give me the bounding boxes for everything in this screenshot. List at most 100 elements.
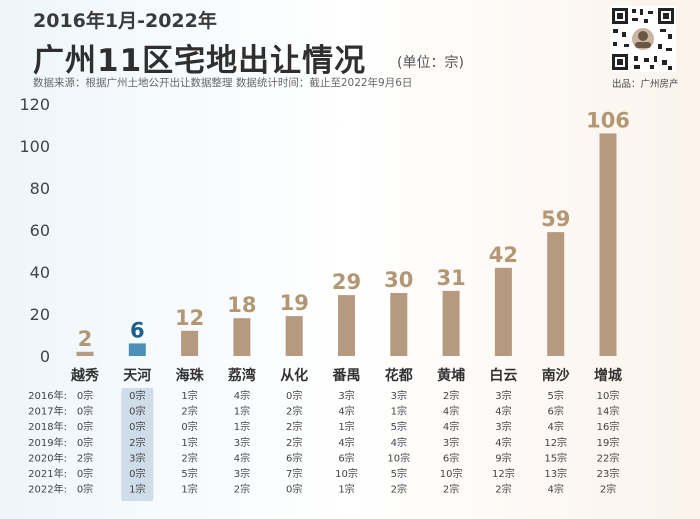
table-cell: 1宗 [234,405,250,418]
table-cell: 0宗 [77,483,93,496]
table-cell: 6宗 [338,451,354,464]
table-row-label: 2016年: [28,389,67,402]
y-tick-label: 60 [30,221,50,240]
data-label: 12 [175,306,204,330]
table-cell: 4宗 [443,405,459,418]
table-cell: 5宗 [391,467,407,480]
bar [128,343,146,356]
table-cell: 2宗 [129,436,145,449]
table-cell: 1宗 [234,420,250,433]
table-cell: 14宗 [597,405,620,418]
table-row-label: 2019年: [28,436,67,449]
x-tick-label: 越秀 [70,367,100,384]
chart-title: 广州11区宅地出让情况 [33,43,367,79]
table-cell: 15宗 [544,451,567,464]
table-cell: 4宗 [234,451,250,464]
table-cell: 0宗 [129,420,145,433]
table-cell: 3宗 [234,436,250,449]
y-tick-label: 40 [30,263,50,282]
table-cell: 0宗 [286,389,302,402]
table-cell: 0宗 [77,405,93,418]
data-label: 19 [280,291,309,315]
period-label: 2016年1月-2022年 [33,10,217,32]
table-cell: 4宗 [391,436,407,449]
table-cell: 1宗 [181,436,197,449]
table-cell: 0宗 [129,467,145,480]
table-cell: 0宗 [77,420,93,433]
table-cell: 16宗 [597,420,620,433]
table-cell: 23宗 [597,467,620,480]
bar [547,232,565,356]
table-cell: 0宗 [286,483,302,496]
table-cell: 2宗 [391,483,407,496]
table-cell: 2宗 [181,405,197,418]
bar [494,267,512,356]
data-label: 2 [78,327,93,351]
y-tick-label: 0 [40,347,50,366]
table-cell: 4宗 [495,436,511,449]
table-cell: 6宗 [286,451,302,464]
credit-label: 出品：广州房产 [612,79,679,90]
table-cell: 2宗 [181,451,197,464]
x-tick-label: 荔湾 [227,367,256,384]
table-cell: 0宗 [129,389,145,402]
table-cell: 3宗 [495,389,511,402]
x-tick-label: 白云 [489,367,517,384]
bar [442,290,460,356]
table-cell: 5宗 [181,467,197,480]
y-tick-label: 20 [30,305,50,324]
x-tick-label: 天河 [123,367,151,384]
table-cell: 3宗 [443,436,459,449]
table-cell: 1宗 [181,389,197,402]
table-cell: 0宗 [181,420,197,433]
table-cell: 2宗 [286,436,302,449]
table-cell: 5宗 [548,389,564,402]
table-cell: 3宗 [234,467,250,480]
table-cell: 2宗 [286,405,302,418]
y-tick-label: 100 [19,137,50,156]
data-label: 59 [541,207,570,231]
table-cell: 1宗 [391,405,407,418]
x-tick-label: 南沙 [542,367,570,384]
table-cell: 0宗 [77,467,93,480]
bar [233,318,251,356]
table-cell: 4宗 [495,405,511,418]
table-cell: 7宗 [286,467,302,480]
qr-code-icon [610,6,676,72]
table-row-label: 2020年: [28,451,67,464]
x-tick-label: 增城 [594,367,622,384]
table-cell: 0宗 [77,436,93,449]
source-note: 数据来源：根据广州土地公开出让数据整理 数据统计时间：截止至2022年9月6日 [33,77,413,89]
table-cell: 12宗 [492,467,515,480]
table-cell: 1宗 [338,420,354,433]
table-cell: 3宗 [391,389,407,402]
table-cell: 22宗 [597,451,620,464]
table-cell: 4宗 [548,483,564,496]
table-row-label: 2021年: [28,467,67,480]
table-cell: 4宗 [443,420,459,433]
table-cell: 1宗 [129,483,145,496]
table-cell: 1宗 [338,483,354,496]
x-tick-label: 番禺 [332,367,361,384]
table-cell: 10宗 [597,389,620,402]
table-cell: 3宗 [338,389,354,402]
y-tick-label: 120 [19,95,50,114]
data-label: 106 [586,108,630,132]
table-cell: 4宗 [338,405,354,418]
x-tick-label: 黄埔 [437,367,465,384]
data-label: 6 [130,318,145,342]
table-cell: 2宗 [286,420,302,433]
data-label: 18 [227,293,256,317]
x-tick-label: 海珠 [176,367,205,384]
highlight-column [121,388,154,501]
y-tick-label: 80 [30,179,50,198]
table-cell: 13宗 [544,467,567,480]
table-cell: 2宗 [77,451,93,464]
table-cell: 4宗 [234,389,250,402]
table-cell: 6宗 [443,451,459,464]
bar [599,133,617,356]
bar [338,295,355,356]
